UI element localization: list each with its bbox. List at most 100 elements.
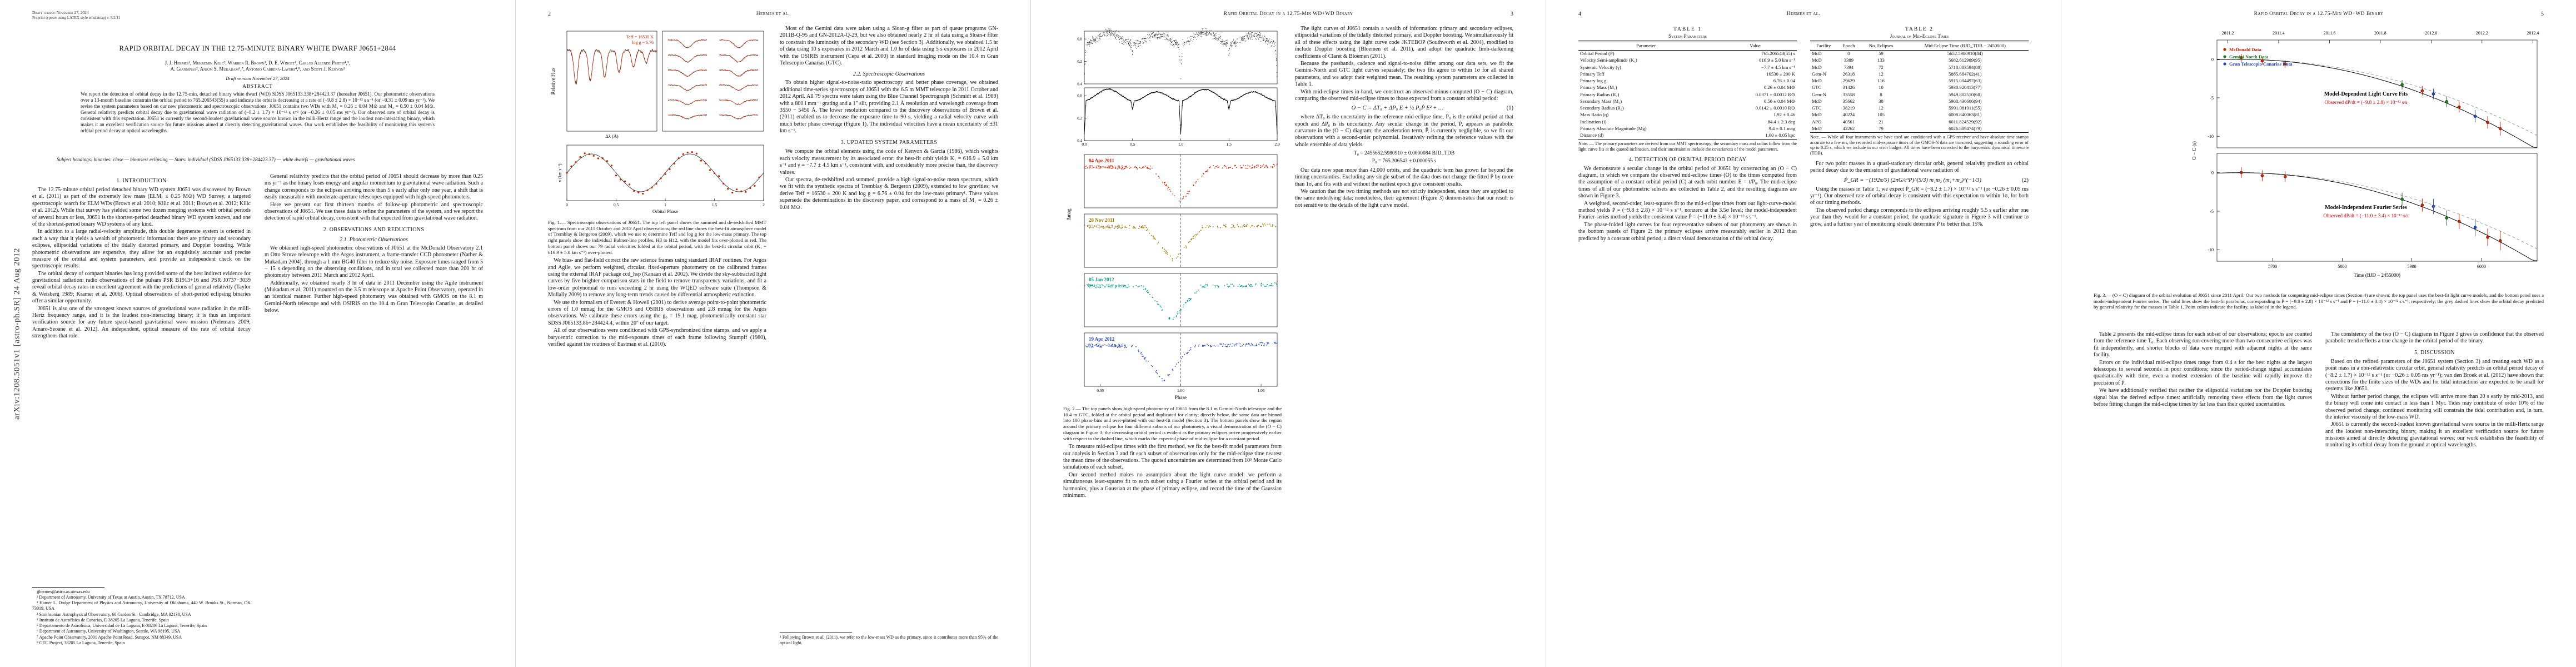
preprint-style-line: Preprint typeset using LATEX style emula…	[32, 16, 121, 21]
author-line-1: J. J. Hermes¹, Mukremin Kilic², Warren R…	[165, 60, 351, 66]
svg-text:5900: 5900	[2408, 264, 2416, 269]
svg-text:0.4: 0.4	[1077, 139, 1082, 143]
paragraph: We bias- and flat-field correct the raw …	[548, 257, 766, 298]
svg-text:1.00: 1.00	[1177, 388, 1184, 393]
svg-text:0: 0	[566, 202, 568, 207]
table-row: Primary Teff 16530 ± 200 K	[1580, 71, 1795, 77]
page-1-left-column: 1. INTRODUCTION The 12.75-minute orbital…	[32, 173, 251, 646]
paragraph: J0651 is also one of the strongest known…	[32, 305, 251, 340]
paragraph: Using the masses in Table 1, we expect Ṗ…	[1810, 186, 2029, 206]
arxiv-stamp: arXiv:1208.5051v1 [astro-ph.SR] 24 Aug 2…	[12, 247, 22, 420]
paragraph: Table 2 presents the mid-eclipse times f…	[2094, 331, 2312, 359]
table-row: Systemic Velocity (γ) −7.7 ± 4.5 km s⁻¹	[1580, 64, 1795, 70]
table-row: Inclination (i) 84.4 ± 2.3 deg	[1580, 118, 1795, 125]
svg-text:2011.8: 2011.8	[2374, 31, 2386, 36]
paragraph: We use the formalism of Everett & Howell…	[548, 299, 766, 326]
footnote: ² Homer L. Dodge Department of Physics a…	[32, 600, 251, 611]
svg-text:Model-Independent Fourier Seri: Model-Independent Fourier Series	[2325, 205, 2407, 211]
svg-text:05 Jan 2012: 05 Jan 2012	[1089, 277, 1114, 282]
table-row: Mass Ratio (q) 1.92 ± 0.46	[1580, 112, 1795, 118]
svg-text:1.5: 1.5	[712, 202, 718, 207]
equation-2-body: Ṗ_GR = −(192π/5) (2πG/c³P)^(5/3) m₁m₂ (m…	[1843, 177, 1982, 183]
table-row: Gem-N 26318 12 5885.684702(41)	[1812, 71, 1982, 77]
page-1: Draft version November 27, 2024 Preprint…	[0, 0, 515, 667]
svg-text:0.0: 0.0	[1077, 37, 1082, 42]
parameters-paragraphs: We compute the orbital elements using th…	[780, 148, 998, 212]
table-row: Primary log g 6.76 ± 0.04	[1580, 78, 1795, 84]
table-row: Orbital Period (P) 765.206543(55) s	[1580, 51, 1795, 57]
table-row: APO 40561 21 6011.824529(92)	[1812, 118, 1982, 125]
page-number: 2	[548, 11, 551, 17]
footnote: ⁴ Instituto de Astrofísica de Canarias, …	[37, 617, 169, 623]
paragraph: For two point masses in a quasi-stationa…	[1810, 160, 2029, 174]
table-row: Primary Absolute Magnitude (Mg) 9.4 ± 0.1…	[1580, 125, 1795, 131]
svg-text:0.5: 0.5	[1130, 142, 1135, 147]
svg-text:0.4: 0.4	[1077, 82, 1082, 87]
section-3-heading: 3. UPDATED SYSTEM PARAMETERS	[840, 140, 938, 146]
footnote: ⁸ GTC Project, 38205 La Laguna, Tenerife…	[37, 640, 125, 645]
section-4-heading: 4. DETECTION OF ORBITAL PERIOD DECAY	[1628, 156, 1747, 163]
svg-text:Δλ (Å): Δλ (Å)	[605, 133, 619, 139]
paragraph: Because the passbands, cadence and signa…	[1295, 60, 1513, 88]
svg-text:Relative Flux: Relative Flux	[550, 67, 556, 94]
svg-text:0.0: 0.0	[1077, 94, 1082, 98]
paragraph: The orbital decay of compact binaries ha…	[32, 270, 251, 305]
table-row: McD 3389 133 5682.612989(95)	[1812, 57, 1982, 63]
paper-title: RAPID ORBITAL DECAY IN THE 12.75-MINUTE …	[119, 44, 396, 52]
paragraph: The observed period change corresponds t…	[1810, 207, 2029, 227]
svg-text:2011.2: 2011.2	[2222, 31, 2234, 36]
paragraph: The 12.75-minute orbital period detached…	[32, 187, 251, 227]
paragraph: Our second method makes no assumption ab…	[1063, 471, 1282, 499]
svg-text:-10: -10	[2208, 247, 2214, 252]
paragraph: We have additionally verified that neith…	[2094, 387, 2312, 407]
page-5-columns: Table 2 presents the mid-eclipse times f…	[2094, 331, 2544, 646]
svg-text:5700: 5700	[2268, 264, 2277, 269]
column-header: Facility	[1810, 41, 1837, 51]
paragraph: We caution that the two timing methods a…	[1295, 188, 1513, 208]
svg-text:(O−C) = −3.3 ± 0.5 s: (O−C) = −3.3 ± 0.5 s	[1089, 224, 1126, 229]
svg-text:Gran Telescopio Canarias Data: Gran Telescopio Canarias Data	[2229, 61, 2293, 67]
svg-text:-5: -5	[2210, 96, 2214, 101]
gr-prediction-lead: For two point masses in a quasi-stationa…	[1810, 161, 2029, 175]
footnote: ¹ Department of Astronomy, University of…	[37, 594, 185, 600]
svg-text:0.0: 0.0	[1082, 142, 1087, 147]
svg-text:(O−C) = −0.3 ± 0.5 s: (O−C) = −0.3 ± 0.5 s	[1089, 165, 1126, 170]
page-3-columns: 0.0 0.5 1.0 1.5 2.0 0.0 0.0 0.2 0.2 0.4 0.4 04 Apr …	[1063, 26, 1513, 646]
reduction-paragraphs: We bias- and flat-field correct the raw …	[548, 257, 766, 348]
svg-text:O − C (s): O − C (s)	[2191, 141, 2197, 160]
paragraph: In addition to a large radial-velocity a…	[32, 228, 251, 270]
table-1-grid: Parameter Value Orbital Period (P) 765.206…	[1578, 41, 1797, 140]
table-row: McD 40224 105 6008.840063(81)	[1812, 112, 1982, 118]
svg-text:Time (BJD − 2455000): Time (BJD − 2455000)	[2354, 272, 2400, 278]
svg-text:Orbital Phase: Orbital Phase	[652, 208, 678, 214]
draft-stamp: Draft version November 27, 2024 Preprint…	[32, 10, 120, 21]
footnote-block: ¹ Following Brown et al. (2011), we refe…	[780, 627, 998, 646]
svg-text:2: 2	[763, 202, 765, 207]
svg-text:log g = 6.76: log g = 6.76	[632, 40, 654, 45]
reference-ephemeris: T₀ = 2455652.5980910 ± 0.0000084 BJD_TDB…	[1295, 150, 1513, 166]
column-header: Value	[1713, 41, 1797, 51]
equation-1-number: (1)	[1506, 105, 1513, 112]
table-row: McD 42262 79 6026.889474(79)	[1812, 125, 1982, 131]
table-row: Gem-N 33558 8 5949.802510(68)	[1812, 91, 1982, 97]
column-header: Parameter	[1578, 41, 1714, 51]
table-row: GTC 31426 10 5930.920413(77)	[1812, 84, 1982, 91]
photometry-continued: Most of the Gemini data were taken using…	[780, 26, 998, 67]
paragraph: All of our observations were conditioned…	[548, 327, 766, 347]
equation-2: Ṗ_GR = −(192π/5) (2πG/c³P)^(5/3) m₁m₂ (m…	[1810, 177, 2029, 183]
table-row: McD 0 59 5652.5980910(84)	[1812, 51, 1983, 57]
paragraph: A weighted, second-order, least-squares …	[1578, 200, 1797, 221]
svg-text:(O−C) = −8.1 ± 0.6 s: (O−C) = −8.1 ± 0.6 s	[1089, 343, 1126, 348]
table-1-body: Orbital Period (P) 765.206543(55) s Veloci…	[1578, 50, 1797, 139]
svg-text:2012.2: 2012.2	[2476, 31, 2488, 36]
figure-2-lightcurve-plot: 0.0 0.5 1.0 1.5 2.0 0.0 0.0 0.2 0.2 0.4 0.4 04 Apr …	[1066, 28, 1280, 400]
intro-continued: General relativity predicts that the orb…	[265, 173, 483, 222]
svg-text:v (km s⁻¹): v (km s⁻¹)	[557, 163, 562, 182]
page-5-right-column: The consistency of the two (O − C) diagr…	[2325, 331, 2544, 646]
eclipse-times-paragraphs: Table 2 presents the mid-eclipse times f…	[2094, 331, 2312, 408]
svg-text:0.5: 0.5	[614, 202, 619, 207]
table-2: TABLE 2 Journal of Mid-Eclipse Times Fac…	[1810, 27, 2029, 156]
page-4: 4 Hermes et al. TABLE 1 System Parameter…	[1546, 0, 2061, 667]
svg-text:Observed dP/dt = (−9.8 ± 2.8): Observed dP/dt = (−9.8 ± 2.8) × 10⁻¹² s/…	[2325, 99, 2408, 105]
